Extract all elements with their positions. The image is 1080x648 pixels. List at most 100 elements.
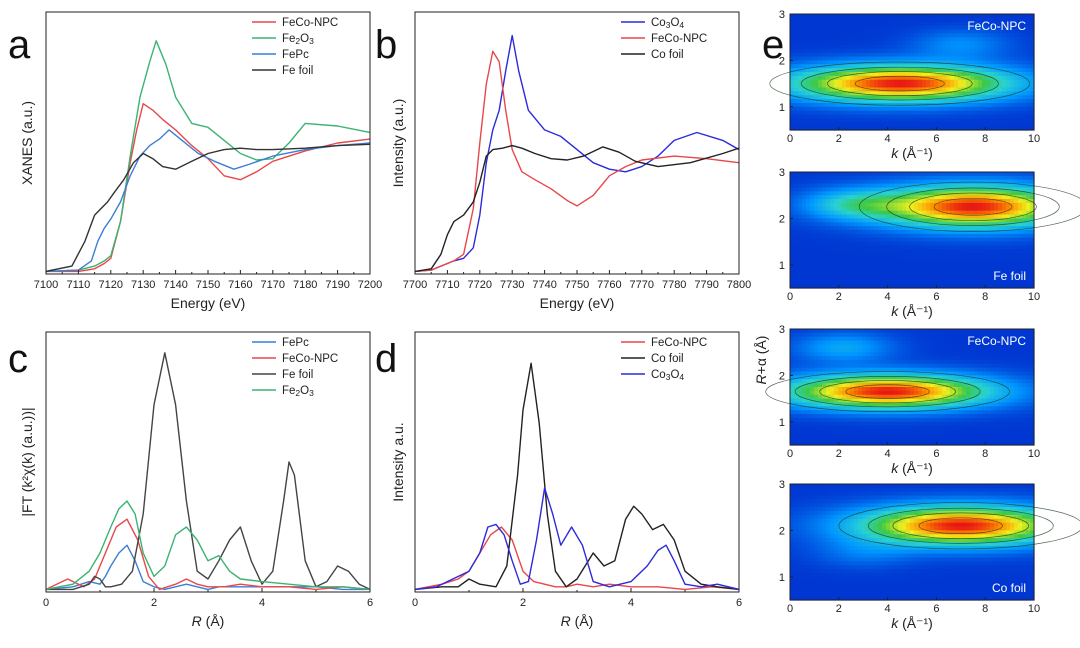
heatmap-cell [938, 114, 943, 119]
heatmap-cell [866, 410, 871, 415]
heatmap-cell [922, 344, 927, 349]
heatmap-cell [790, 367, 795, 373]
heatmap-cell [894, 421, 899, 427]
heatmap-cell [898, 87, 903, 92]
heatmap-cell [890, 218, 895, 223]
heatmap-cell [1018, 257, 1023, 262]
heatmap-cell [810, 25, 815, 31]
heatmap-cell [826, 276, 831, 281]
heatmap-cell [810, 233, 815, 239]
heatmap-cell [802, 218, 807, 223]
heatmap-cell [1018, 187, 1023, 192]
heatmap-cell [946, 44, 951, 50]
heatmap-cell [834, 199, 839, 204]
heatmap-cell [994, 253, 999, 258]
heatmap-cell [790, 122, 795, 127]
heatmap-cell [838, 222, 843, 227]
heatmap-cell [858, 222, 863, 227]
x-tick-label: 6 [933, 291, 939, 303]
heatmap-cell [882, 106, 887, 112]
heatmap-cell [858, 406, 863, 411]
heatmap-cell [870, 344, 875, 349]
heatmap-cell [934, 329, 939, 334]
heatmap-cell [838, 99, 843, 104]
heatmap-cell [906, 79, 911, 85]
heatmap-cell [822, 371, 827, 376]
heatmap-cell [902, 21, 907, 27]
heatmap-cell [834, 202, 839, 208]
heatmap-cell [978, 17, 983, 23]
heatmap-cell [794, 206, 799, 212]
heatmap-cell [990, 276, 995, 281]
heatmap-cell [858, 106, 863, 112]
heatmap-cell [850, 352, 855, 357]
heatmap-cell [898, 437, 903, 442]
heatmap-cell [918, 260, 923, 266]
heatmap-cell [806, 33, 811, 38]
heatmap-cell [814, 245, 819, 250]
heatmap-cell [914, 122, 919, 127]
heatmap-cell [914, 344, 919, 349]
heatmap-cell [986, 48, 991, 54]
heatmap-cell [1018, 241, 1023, 247]
x-axis-label-italic: R [192, 613, 202, 629]
heatmap-cell [894, 371, 899, 376]
heatmap-cell [790, 348, 795, 353]
heatmap-cell [878, 437, 883, 442]
heatmap-cell [822, 187, 827, 192]
heatmap-cell [1022, 17, 1027, 23]
heatmap-cell [846, 102, 851, 108]
heatmap-cell [942, 187, 947, 192]
heatmap-cell [802, 29, 807, 34]
heatmap-cell [1002, 245, 1007, 250]
heatmap-cell [858, 441, 863, 446]
heatmap-cell [1026, 222, 1031, 227]
heatmap-cell [830, 336, 835, 342]
heatmap-cell [854, 118, 859, 123]
heatmap-cell [814, 110, 819, 116]
heatmap-cell [898, 75, 903, 81]
heatmap-cell [902, 336, 907, 342]
heatmap-cell [1018, 172, 1023, 177]
heatmap-cell [834, 280, 839, 285]
heatmap-cell [994, 79, 999, 85]
heatmap-cell [902, 218, 907, 223]
heatmap-cell [866, 56, 871, 61]
heatmap-cell [790, 210, 795, 216]
heatmap-cell [806, 359, 811, 365]
heatmap-cell [986, 230, 991, 235]
heatmap-cell [878, 21, 883, 27]
heatmap-cell [950, 37, 955, 42]
heatmap-cell [918, 172, 923, 177]
heatmap-cell [814, 175, 819, 181]
heatmap-cell [918, 202, 923, 208]
heatmap-cell [910, 75, 915, 81]
heatmap-cell [834, 387, 839, 392]
heatmap-cell [1010, 52, 1015, 58]
heatmap-cell [810, 95, 815, 100]
heatmap-cell [806, 367, 811, 373]
heatmap-cell [958, 199, 963, 204]
heatmap-cell [990, 272, 995, 277]
heatmap-cell [858, 402, 863, 407]
heatmap-cell [810, 75, 815, 81]
y-tick-label: 1 [779, 102, 785, 114]
heatmap-cell [822, 394, 827, 400]
heatmap-cell [906, 406, 911, 411]
legend-subscript: 4 [679, 372, 684, 382]
heatmap-cell [862, 410, 867, 415]
heatmap-cell [1018, 102, 1023, 108]
heatmap-cell [978, 110, 983, 116]
heatmap-cell [1002, 276, 1007, 281]
heatmap-cell [814, 340, 819, 346]
heatmap-cell [842, 91, 847, 96]
heatmap-cell [890, 206, 895, 212]
heatmap-cell [886, 25, 891, 31]
heatmap-cell [1014, 41, 1019, 46]
heatmap-cell [806, 48, 811, 54]
heatmap-cell [834, 245, 839, 250]
heatmap-cell [1014, 44, 1019, 50]
heatmap-cell [854, 276, 859, 281]
heatmap-cell [1010, 48, 1015, 54]
heatmap-cell [926, 421, 931, 427]
